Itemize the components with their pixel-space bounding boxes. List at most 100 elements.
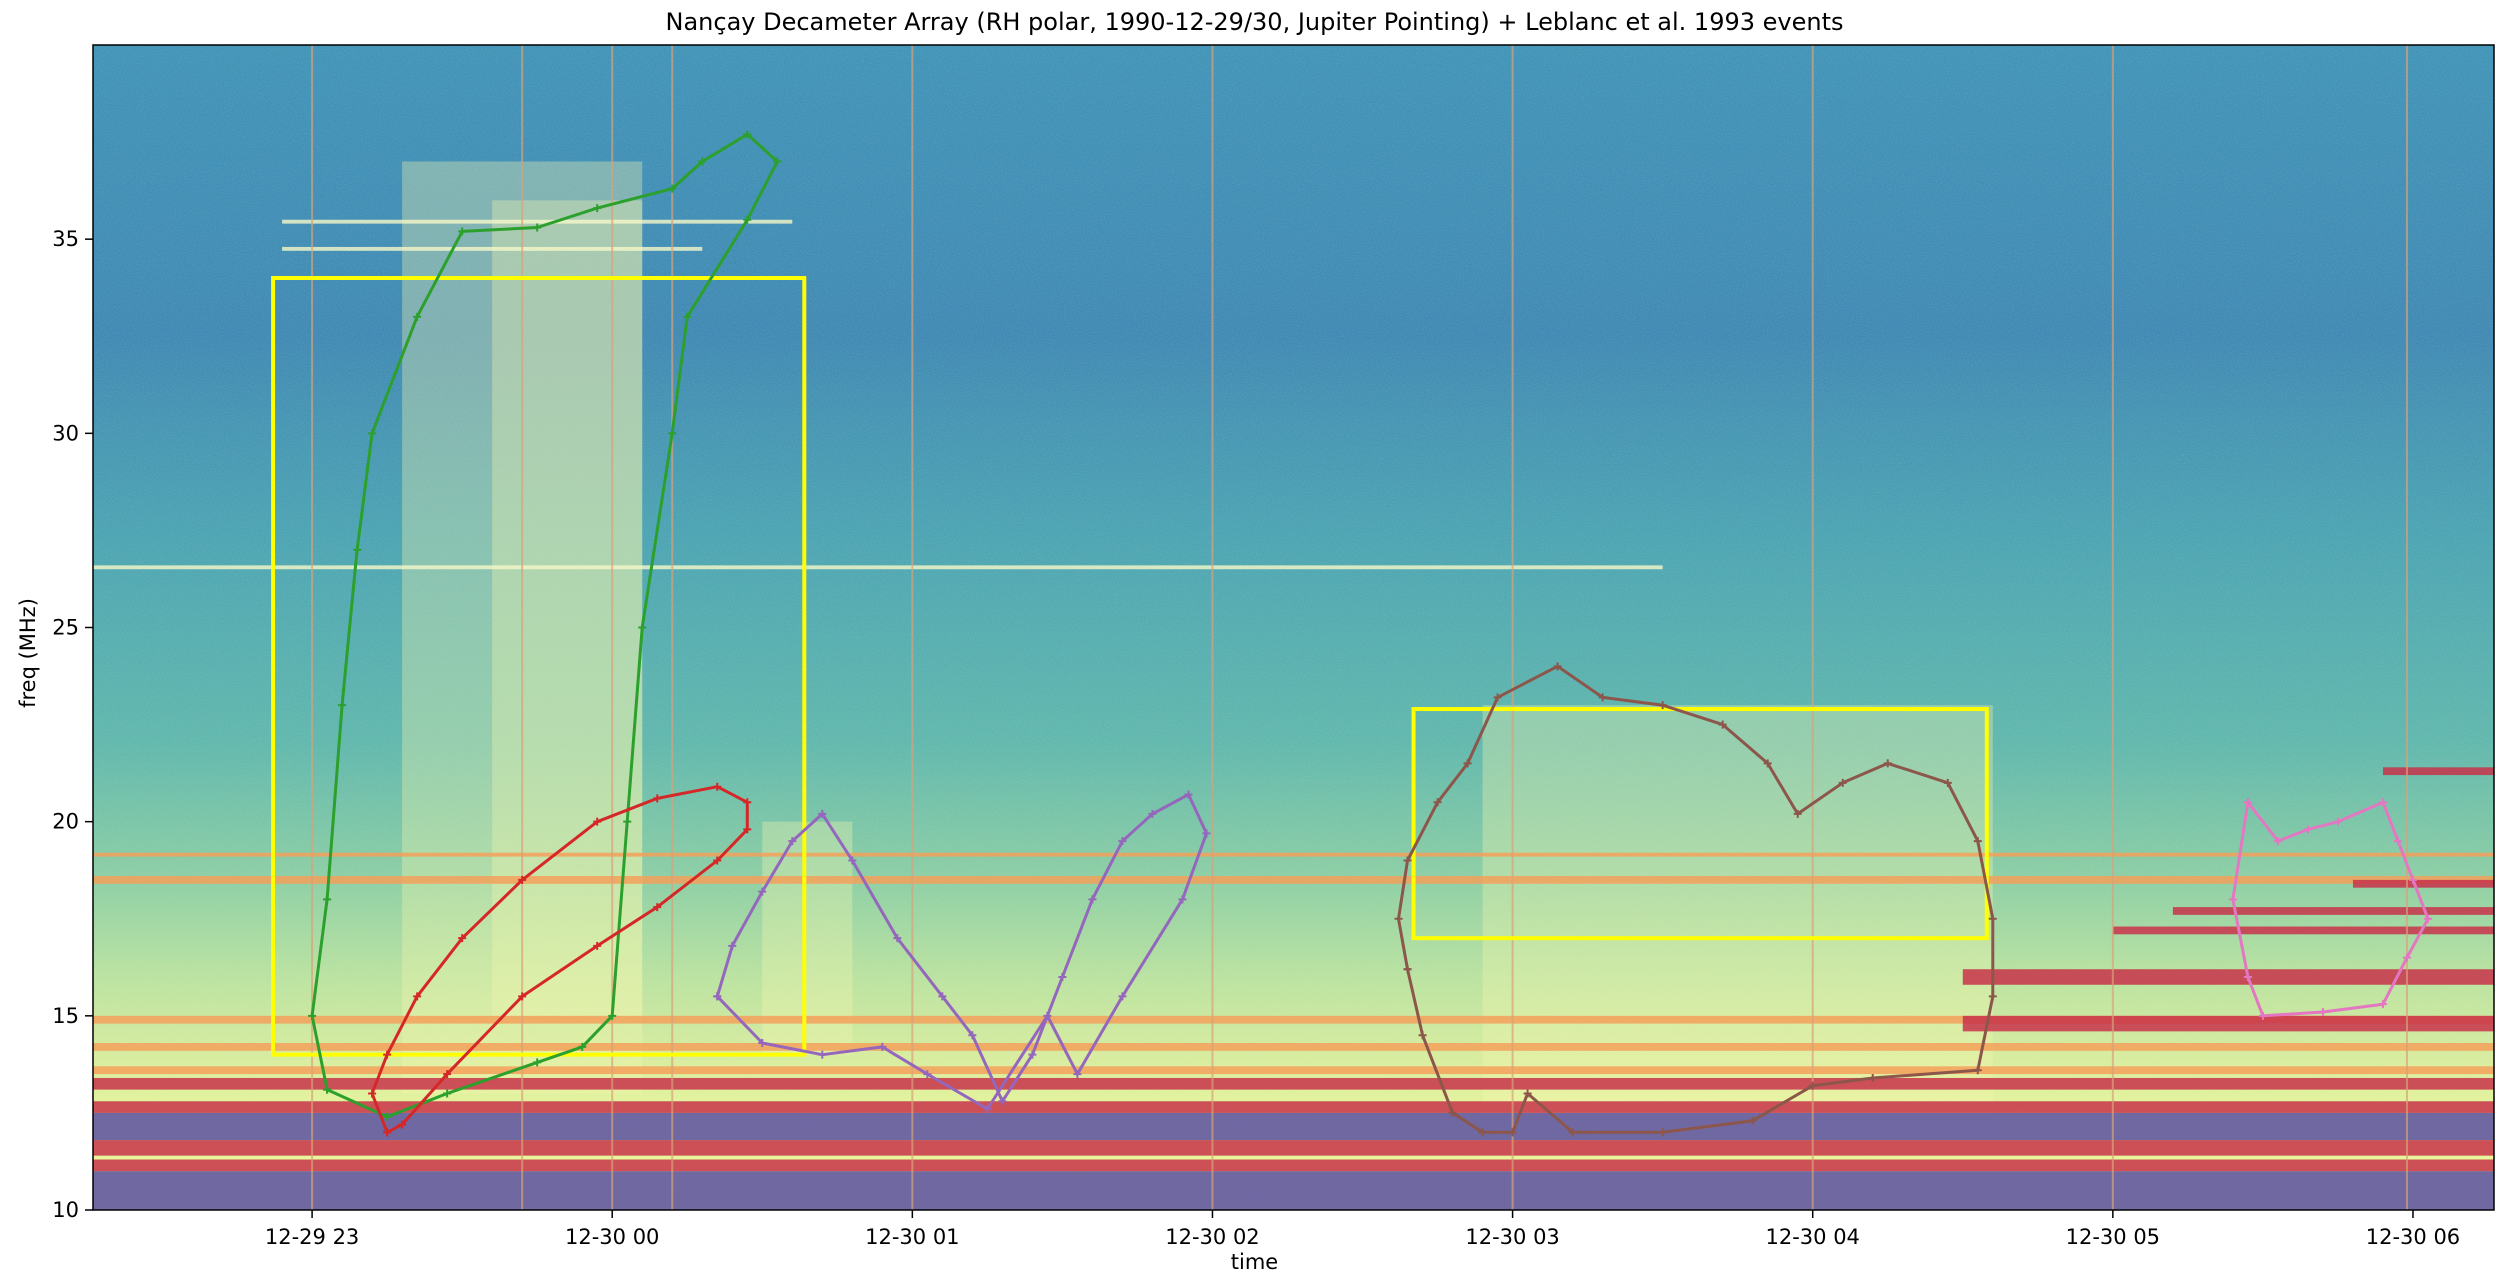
event-marker bbox=[593, 941, 602, 950]
event-marker bbox=[1058, 973, 1067, 981]
interference-band bbox=[93, 1101, 2494, 1113]
interference-band bbox=[2352, 879, 2494, 888]
event-marker bbox=[2243, 798, 2252, 807]
event-marker bbox=[668, 429, 677, 438]
event-rectangle bbox=[271, 276, 807, 1057]
event-marker bbox=[818, 1050, 827, 1059]
event-marker bbox=[518, 992, 527, 1001]
x-tick-label: 12-30 06 bbox=[2366, 1225, 2460, 1249]
event-marker bbox=[578, 1042, 587, 1051]
x-tick-label: 12-30 03 bbox=[1465, 1225, 1559, 1249]
interference-band bbox=[93, 1140, 2494, 1156]
x-tick-label: 12-30 05 bbox=[2066, 1225, 2160, 1249]
event-marker bbox=[1028, 1050, 1037, 1059]
event-marker bbox=[638, 623, 647, 632]
interference-band bbox=[93, 1112, 2494, 1141]
event-marker bbox=[653, 794, 662, 803]
interference-band bbox=[2172, 907, 2494, 915]
event-marker bbox=[1184, 790, 1193, 799]
event-marker bbox=[743, 130, 752, 139]
event-marker bbox=[1433, 798, 1442, 807]
x-tick-label: 12-30 01 bbox=[865, 1225, 959, 1249]
event-marker bbox=[2303, 825, 2312, 834]
event-rectangle bbox=[1411, 707, 1989, 941]
event-marker bbox=[308, 1011, 317, 1020]
event-marker bbox=[1508, 1128, 1517, 1137]
event-marker bbox=[383, 1050, 392, 1059]
event-marker bbox=[713, 782, 722, 791]
event-marker bbox=[593, 204, 602, 213]
interference-band bbox=[93, 1066, 2494, 1075]
interference-band bbox=[2112, 926, 2494, 935]
event-marker bbox=[443, 1089, 452, 1098]
interference-band bbox=[93, 876, 2494, 884]
event-marker bbox=[1394, 914, 1403, 923]
event-marker bbox=[653, 903, 662, 912]
event-marker bbox=[923, 1070, 932, 1079]
event-marker bbox=[743, 825, 752, 834]
x-axis: 12-29 23 12-30 00 12-30 01 12-30 02 12-30 03… bbox=[265, 1210, 2460, 1249]
event-marker bbox=[2378, 1000, 2387, 1009]
event-marker bbox=[998, 1097, 1007, 1106]
x-axis-label: time bbox=[1230, 1250, 1279, 1274]
event-marker bbox=[758, 887, 767, 896]
event-marker bbox=[533, 1058, 542, 1067]
event-marker bbox=[1988, 914, 1997, 923]
interference-band bbox=[93, 852, 2494, 857]
event-marker bbox=[1868, 1073, 1877, 1082]
event-contour bbox=[1397, 664, 1995, 1134]
event-marker bbox=[2408, 875, 2417, 884]
event-marker bbox=[623, 817, 632, 826]
event-marker bbox=[1043, 1011, 1052, 1020]
event-marker bbox=[1973, 1066, 1982, 1075]
chart-title: Nançay Decameter Array (RH polar, 1990-1… bbox=[665, 8, 1844, 36]
event-marker bbox=[773, 157, 782, 166]
event-marker bbox=[1718, 720, 1727, 729]
event-marker bbox=[533, 223, 542, 232]
event-marker bbox=[1793, 809, 1802, 818]
event-marker bbox=[983, 1105, 992, 1114]
interference-band bbox=[1962, 1015, 2494, 1032]
event-marker bbox=[1448, 1108, 1457, 1117]
event-marker bbox=[413, 312, 422, 321]
y-axis: 10 15 20 25 30 35 bbox=[52, 227, 93, 1222]
event-marker bbox=[668, 184, 677, 193]
y-tick-label: 20 bbox=[52, 810, 79, 834]
event-marker bbox=[1553, 662, 1562, 671]
event-marker bbox=[2318, 1007, 2327, 1016]
event-marker bbox=[1403, 965, 1412, 974]
event-marker bbox=[2243, 973, 2252, 981]
event-marker bbox=[713, 856, 722, 865]
event-marker bbox=[893, 934, 902, 943]
event-marker bbox=[1418, 1031, 1427, 1040]
event-marker bbox=[713, 992, 722, 1001]
event-marker bbox=[2393, 837, 2402, 846]
event-marker bbox=[1883, 759, 1892, 768]
event-marker bbox=[683, 312, 692, 321]
interference-band bbox=[1962, 969, 2494, 985]
event-marker bbox=[968, 1031, 977, 1040]
interference-band bbox=[93, 1043, 2494, 1051]
interference-band bbox=[282, 219, 793, 224]
event-marker bbox=[1808, 1081, 1817, 1090]
event-marker bbox=[938, 992, 947, 1001]
event-marker bbox=[1148, 809, 1157, 818]
event-marker bbox=[698, 157, 707, 166]
y-tick-label: 10 bbox=[52, 1198, 79, 1222]
event-marker bbox=[338, 701, 347, 710]
x-tick-label: 12-30 00 bbox=[565, 1225, 659, 1249]
event-marker bbox=[1088, 895, 1097, 904]
interference-band bbox=[93, 1171, 2494, 1210]
event-marker bbox=[398, 1120, 407, 1129]
spectrogram-plot bbox=[93, 45, 2494, 1210]
event-marker bbox=[728, 941, 737, 950]
event-contour bbox=[370, 785, 749, 1134]
y-axis-label: freq (MHz) bbox=[16, 598, 40, 708]
event-marker bbox=[1988, 992, 1997, 1001]
event-marker bbox=[2228, 895, 2237, 904]
emission-region bbox=[492, 200, 643, 1016]
event-marker bbox=[2273, 837, 2282, 846]
interference-band bbox=[93, 565, 1663, 570]
event-marker bbox=[758, 1039, 767, 1048]
